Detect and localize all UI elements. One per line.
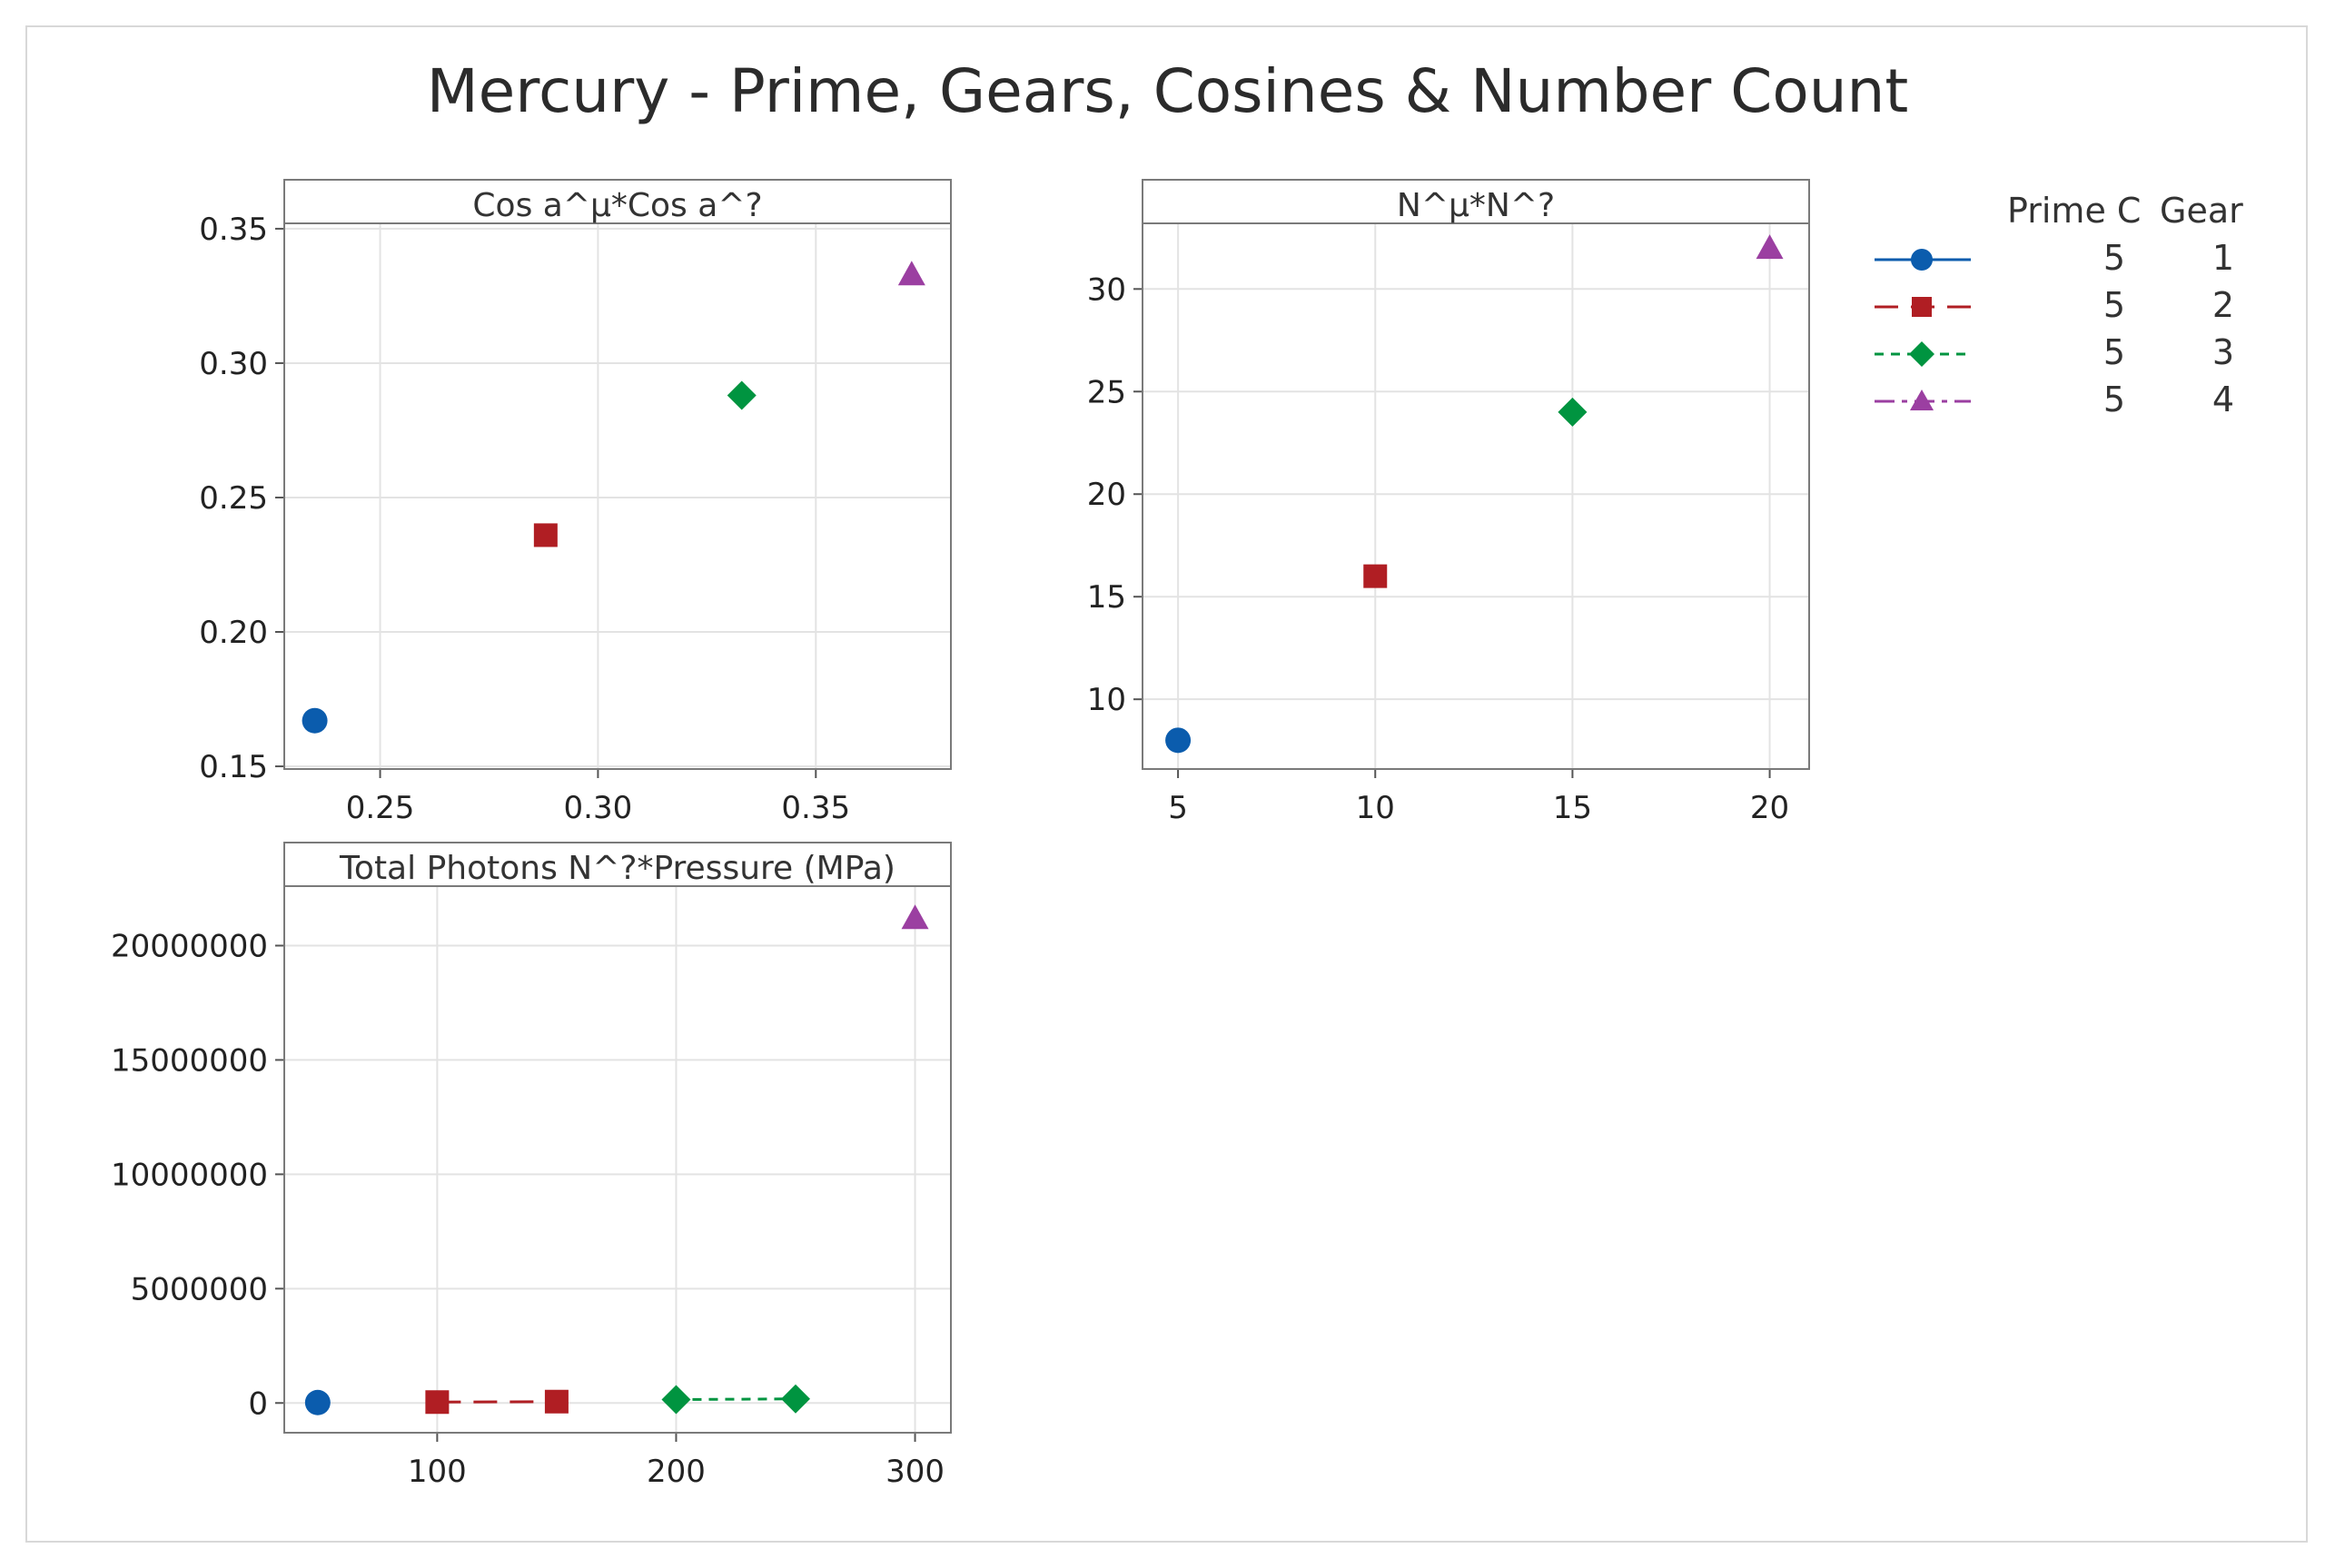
x-tick-label: 5	[1168, 790, 1188, 826]
legend-prime-value: 5	[2102, 332, 2125, 372]
legend-entry: 5 2	[1871, 285, 2252, 330]
data-point-gear-1	[302, 707, 328, 734]
legend-swatch-gear-4	[1875, 390, 1971, 410]
legend-prime-value: 5	[2102, 238, 2125, 278]
x-tick-label: 10	[1356, 790, 1395, 826]
series-line-gear-2	[437, 1400, 557, 1404]
x-tick-label: 15	[1553, 790, 1592, 826]
x-tick-label: 300	[886, 1454, 945, 1490]
data-point-gear-2	[1363, 564, 1388, 588]
data-point-gear-1	[304, 1389, 331, 1415]
series-line-gear-3	[676, 1397, 796, 1401]
data-point-gear-4	[1756, 234, 1784, 260]
y-tick-label: 20	[1087, 477, 1126, 513]
chart-title: Mercury - Prime, Gears, Cosines & Number…	[426, 56, 1909, 126]
y-tick-label: 15000000	[111, 1042, 268, 1079]
plot-area	[284, 180, 951, 769]
data-point-gear-3	[727, 380, 757, 410]
legend-swatch-gear-2	[1875, 297, 1971, 317]
panel-border	[283, 179, 952, 770]
legend-entry: 5 3	[1871, 332, 2252, 378]
plot-area	[1143, 180, 1809, 769]
panel-2: 5 10 15 20 10 15 20 25 30 N^µ*N^?	[1087, 179, 1810, 826]
data-point-gear-2	[544, 1389, 569, 1414]
panel-border	[283, 842, 952, 1434]
legend-swatch-gear-1	[1875, 249, 1971, 271]
y-tick-label: 0	[248, 1386, 268, 1422]
y-tick-label: 30	[1087, 271, 1126, 308]
legend-header-prime: Prime C	[2007, 191, 2142, 231]
y-tick-label: 10000000	[111, 1157, 268, 1193]
legend: Prime C Gear 5 1 5 2 5 3 5 4	[1871, 191, 2252, 436]
legend-marker	[1910, 390, 1934, 410]
y-tick-label: 25	[1087, 374, 1126, 410]
y-tick-label: 15	[1087, 579, 1126, 616]
y-tick-label: 0.25	[199, 480, 268, 517]
legend-entry: 5 1	[1871, 238, 2252, 283]
panel-border	[1142, 179, 1810, 770]
data-point-gear-3	[1558, 397, 1588, 427]
legend-marker	[1911, 249, 1933, 271]
panel-title: N^µ*N^?	[1397, 187, 1555, 224]
data-point-gear-2	[533, 523, 558, 547]
x-tick-label: 20	[1750, 790, 1789, 826]
y-tick-label: 10	[1087, 682, 1126, 718]
legend-gear-value: 2	[2211, 285, 2234, 325]
data-point-gear-2	[425, 1390, 450, 1415]
legend-swatch-gear-3	[1875, 341, 1971, 367]
x-tick-label: 200	[647, 1454, 706, 1490]
legend-header-gear: Gear	[2160, 191, 2243, 231]
x-tick-label: 100	[408, 1454, 467, 1490]
data-point-gear-1	[1165, 727, 1192, 754]
x-tick-label: 0.35	[781, 790, 850, 826]
data-point-gear-3	[780, 1384, 810, 1414]
x-tick-label: 0.25	[346, 790, 415, 826]
legend-gear-value: 3	[2211, 332, 2234, 372]
legend-gear-value: 1	[2211, 238, 2234, 278]
panel-title: Cos a^µ*Cos a^?	[472, 187, 762, 224]
legend-marker	[1909, 341, 1934, 367]
y-tick-label: 20000000	[111, 928, 268, 964]
legend-prime-value: 5	[2102, 285, 2125, 325]
panel-title: Total Photons N^?*Pressure (MPa)	[339, 850, 895, 887]
panel-3: 100 200 300 0 5000000 10000000 15000000 2000000…	[111, 842, 952, 1490]
y-tick-label: 0.35	[199, 212, 268, 248]
plot-area	[284, 843, 951, 1433]
data-point-gear-4	[901, 904, 929, 930]
legend-marker	[1912, 297, 1932, 317]
y-tick-label: 0.20	[199, 615, 268, 651]
y-tick-label: 0.15	[199, 749, 268, 785]
legend-gear-value: 4	[2211, 380, 2234, 419]
legend-entry: 5 4	[1871, 380, 2252, 425]
panel-1: 0.25 0.30 0.35 0.15 0.20 0.25 0.30 0.35 Cos a^µ*…	[199, 179, 952, 826]
y-tick-label: 0.30	[199, 346, 268, 382]
y-tick-label: 5000000	[131, 1271, 268, 1307]
x-tick-label: 0.30	[564, 790, 633, 826]
legend-prime-value: 5	[2102, 380, 2125, 419]
data-point-gear-3	[661, 1385, 691, 1415]
data-point-gear-4	[897, 261, 925, 286]
